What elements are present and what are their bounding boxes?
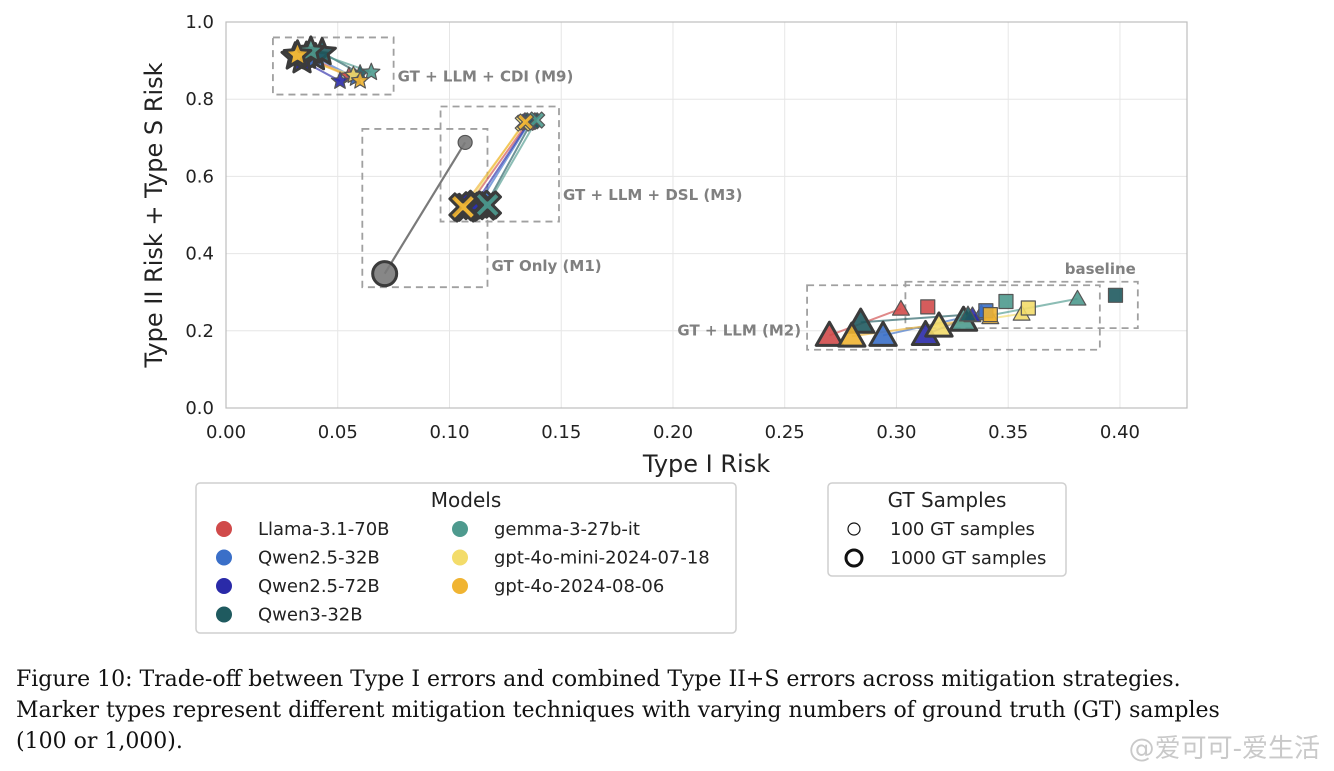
point-1000-gt (924, 311, 954, 338)
legend-title: Models (431, 488, 501, 512)
legend-swatch (216, 521, 232, 537)
legend-frame (827, 482, 1067, 577)
y-tick-label: 1.0 (185, 12, 214, 33)
legend-title: GT Samples (888, 488, 1007, 512)
point-1000-gt (448, 192, 478, 222)
legend-swatch (847, 522, 861, 536)
caption-line: Marker types represent different mitigat… (16, 698, 1220, 723)
legend-item-label: gpt-4o-2024-08-06 (494, 576, 664, 597)
point-baseline (920, 299, 936, 315)
legend-item-label: Qwen2.5-72B (258, 576, 380, 597)
point-baseline (1020, 300, 1036, 316)
y-tick-label: 0.6 (185, 166, 214, 187)
point-100-gt (330, 71, 350, 89)
caption-line: Figure 10: Trade-off between Type I erro… (16, 667, 1181, 692)
legend-item-label: Qwen2.5-32B (258, 548, 380, 569)
group-box (272, 36, 395, 96)
figure-caption: Figure 10: Trade-off between Type I erro… (16, 664, 1316, 757)
point-100-gt (1068, 289, 1087, 306)
group-label: GT + LLM (M2) (677, 322, 801, 340)
legend-swatch (452, 578, 468, 594)
legend-item-label: Qwen3-32B (258, 605, 363, 626)
legend-item-label: gpt-4o-mini-2024-07-18 (494, 548, 710, 569)
point-100-gt (891, 299, 910, 316)
y-axis-title: Type II Risk + Type S Risk (140, 62, 168, 368)
group-box (904, 280, 1139, 329)
legend-swatch (452, 549, 468, 566)
x-tick-label: 0.30 (876, 422, 916, 443)
y-tick-label: 0.8 (185, 89, 214, 110)
group-label: GT Only (M1) (491, 257, 601, 275)
y-tick-label: 0.0 (185, 398, 214, 419)
series-line (860, 313, 969, 324)
point-1000-gt (814, 320, 845, 347)
group-box (439, 105, 560, 223)
group-label: baseline (1065, 260, 1136, 278)
legend-swatch (844, 548, 864, 568)
point-baseline (1107, 287, 1124, 303)
point-100-gt (362, 62, 381, 81)
ticks: 0.00 0.05 0.10 0.15 0.20 0.25 0.30 0.35 0.40 0.0 0… (185, 12, 1140, 443)
legend-item-label: gemma-3-27b-it (494, 519, 640, 540)
legend-swatch (216, 606, 232, 623)
group-label: GT + LLM + DSL (M3) (563, 186, 742, 204)
group-boxes: GT Only (M1) GT + LLM + DSL (M3) GT + LLM … (272, 36, 1139, 351)
x-tick-label: 0.00 (206, 422, 246, 443)
y-tick-label: 0.4 (185, 244, 214, 265)
legend-item-label: 1000 GT samples (890, 548, 1046, 569)
watermark: @爱可可-爱生活 (1128, 734, 1320, 764)
legend-swatch (452, 521, 468, 537)
series-layer (280, 35, 1124, 348)
point-100-gt (350, 71, 370, 89)
point-baseline (998, 293, 1014, 310)
point-baseline (982, 306, 998, 323)
point-gt-only (457, 134, 473, 151)
x-tick-label: 0.05 (318, 422, 358, 443)
point-1000-gt (837, 321, 867, 348)
caption-line: (100 or 1,000). (16, 729, 183, 754)
legend-gt-samples: GT Samples 100 GT samples 1000 GT samples (827, 482, 1067, 577)
plot-frame (225, 21, 1188, 409)
point-1000-gt (868, 320, 898, 347)
legend-models: Models Llama-3.1-70B Qwen2.5-32B Qwen2.5-72… (195, 482, 737, 634)
x-tick-label: 0.25 (765, 422, 805, 443)
series-line (473, 120, 531, 207)
x-tick-label: 0.35 (988, 422, 1028, 443)
point-100-gt (516, 113, 535, 131)
group-label: GT + LLM + CDI (M9) (398, 67, 574, 85)
point-gt-only (371, 260, 399, 288)
x-axis-title: Type I Risk (642, 450, 770, 478)
legend-item-label: 100 GT samples (890, 519, 1035, 540)
y-tick-label: 0.2 (185, 321, 214, 342)
x-tick-label: 0.20 (653, 422, 693, 443)
point-1000-gt (282, 39, 313, 68)
x-tick-label: 0.40 (1100, 422, 1140, 443)
series-line (383, 141, 467, 275)
x-tick-label: 0.15 (541, 422, 581, 443)
point-100-gt (958, 305, 977, 322)
chart: GT Only (M1) GT + LLM + DSL (M3) GT + LLM … (140, 12, 1188, 634)
legend-item-label: Llama-3.1-70B (258, 519, 390, 540)
legend-swatch (216, 578, 232, 594)
legend-swatch (216, 549, 232, 566)
x-tick-label: 0.10 (429, 422, 469, 443)
group-box (806, 284, 1101, 351)
